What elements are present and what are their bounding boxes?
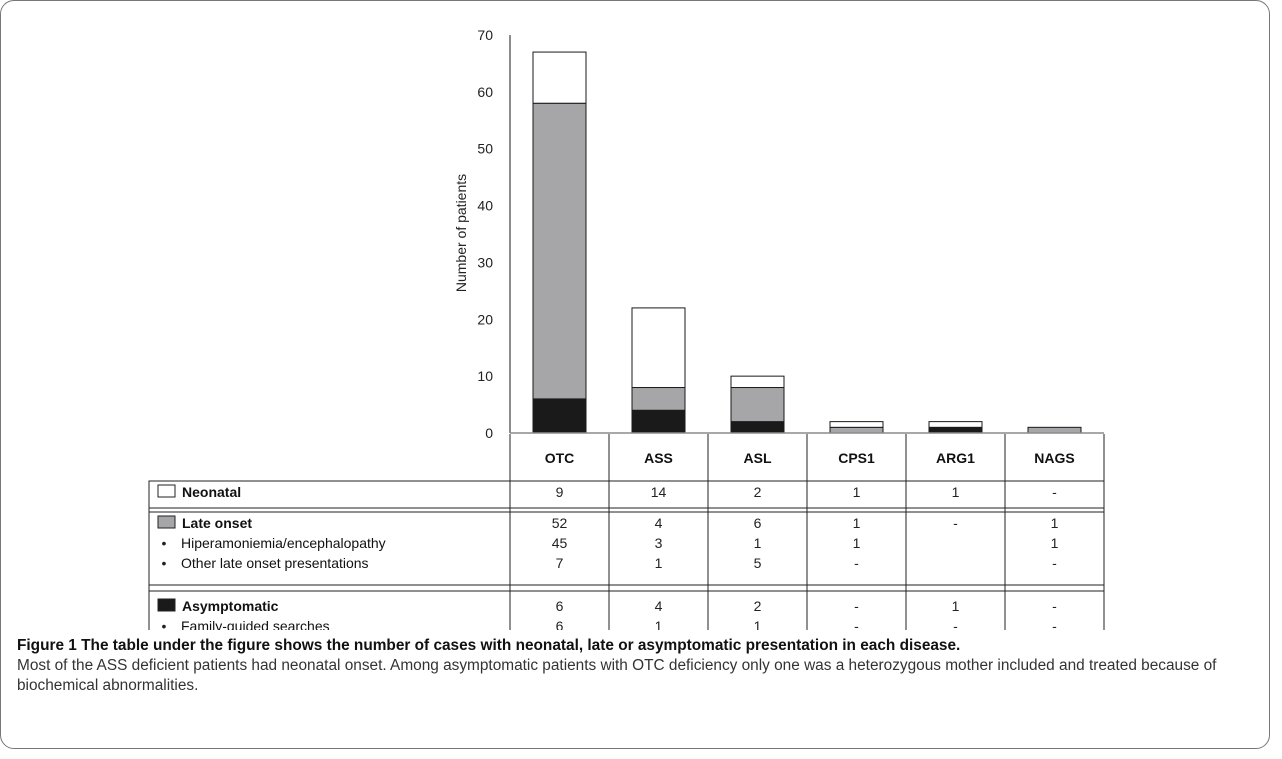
bar-asl-neonatal xyxy=(730,375,785,389)
table-cell: 1 xyxy=(655,618,663,630)
y-tick-label: 70 xyxy=(477,27,493,43)
bar-otc-neonatal xyxy=(532,51,587,104)
column-header-otc: OTC xyxy=(545,450,575,466)
bar-arg1-neonatal xyxy=(928,421,983,428)
column-header-arg1: ARG1 xyxy=(936,450,975,466)
table-cell: 2 xyxy=(754,484,762,500)
figure-frame xyxy=(0,0,1270,749)
table-cell: 1 xyxy=(853,515,861,531)
table-cell: 4 xyxy=(655,598,663,614)
caption-text: Most of the ASS deficient patients had n… xyxy=(17,657,1217,694)
column-header-cps1: CPS1 xyxy=(838,450,875,466)
table-cell: 6 xyxy=(754,515,762,531)
table-cell: 52 xyxy=(552,515,568,531)
table-cell: 45 xyxy=(552,535,568,551)
bullet-icon: • xyxy=(162,555,167,571)
row-label: Late onset xyxy=(182,515,252,531)
bar-otc-late-onset xyxy=(532,102,587,400)
table-cell: 4 xyxy=(655,515,663,531)
table-cell: 7 xyxy=(556,555,564,571)
stacked-bar-chart: 0 10 20 30 40 50 60 70 OTC ASS ASL CPS1 ARG1 NAGS Neo… xyxy=(148,27,1105,630)
table-cell: 1 xyxy=(754,618,762,630)
bar-cps1-neonatal xyxy=(829,421,884,428)
table-cell: 6 xyxy=(556,618,564,630)
y-tick-label: 60 xyxy=(477,84,493,100)
y-axis-label: Number of patients xyxy=(453,174,469,292)
table-cell: 1 xyxy=(754,535,762,551)
bar-arg1-asymptomatic xyxy=(928,426,983,434)
bar-asl-asymptomatic xyxy=(730,421,785,434)
table-cell: - xyxy=(1052,598,1057,614)
bar-nags-late-onset xyxy=(1027,426,1082,434)
figure-caption: Figure 1 The table under the figure show… xyxy=(17,636,1262,696)
row-label: Hiperamoniemia/encephalopathy xyxy=(181,535,386,551)
table-cell: 1 xyxy=(952,598,960,614)
y-tick-label: 30 xyxy=(477,254,493,270)
table-cell: - xyxy=(1052,484,1057,500)
row-label: Asymptomatic xyxy=(182,598,279,614)
bar-ass-late-onset xyxy=(631,387,686,411)
column-header-nags: NAGS xyxy=(1034,450,1074,466)
table-cell: 9 xyxy=(556,484,564,500)
y-tick-label: 0 xyxy=(485,425,493,441)
table-cell: - xyxy=(854,598,859,614)
table-cell: 1 xyxy=(952,484,960,500)
bar-asl-late-onset xyxy=(730,387,785,423)
caption-title: Figure 1 The table under the figure show… xyxy=(17,637,961,654)
table-cell: 1 xyxy=(655,555,663,571)
row-label: Neonatal xyxy=(182,484,241,500)
table-cell: 1 xyxy=(853,484,861,500)
row-label: Other late onset presentations xyxy=(181,555,369,571)
table-cell: 5 xyxy=(754,555,762,571)
y-tick-label: 50 xyxy=(477,141,493,157)
table-cell: - xyxy=(1052,555,1057,571)
y-tick-label: 10 xyxy=(477,368,493,384)
bar-ass-neonatal xyxy=(631,307,686,389)
y-tick-label: 20 xyxy=(477,311,493,327)
table-cell: 1 xyxy=(1051,535,1059,551)
table-cell: 1 xyxy=(1051,515,1059,531)
bullet-icon: • xyxy=(162,618,167,630)
bar-cps1-late-onset xyxy=(829,426,884,434)
table-cell: 14 xyxy=(651,484,667,500)
row-label: Family-guided searches xyxy=(181,618,330,630)
legend-swatch-neonatal xyxy=(157,484,176,498)
table-cell: 6 xyxy=(556,598,564,614)
table-cell: - xyxy=(953,618,958,630)
table-cell: 3 xyxy=(655,535,663,551)
table-cell: - xyxy=(953,515,958,531)
table-cell: - xyxy=(1052,618,1057,630)
legend-swatch-late-onset xyxy=(157,515,176,529)
legend-swatch-asymptomatic xyxy=(157,598,176,612)
bar-otc-asymptomatic xyxy=(532,398,587,434)
column-header-ass: ASS xyxy=(644,450,673,466)
table-cell: 1 xyxy=(853,535,861,551)
bar-ass-asymptomatic xyxy=(631,409,686,434)
y-tick-label: 40 xyxy=(477,198,493,214)
table-cell: 2 xyxy=(754,598,762,614)
column-header-asl: ASL xyxy=(744,450,772,466)
table-cell: - xyxy=(854,555,859,571)
bullet-icon: • xyxy=(162,535,167,551)
table-cell: - xyxy=(854,618,859,630)
